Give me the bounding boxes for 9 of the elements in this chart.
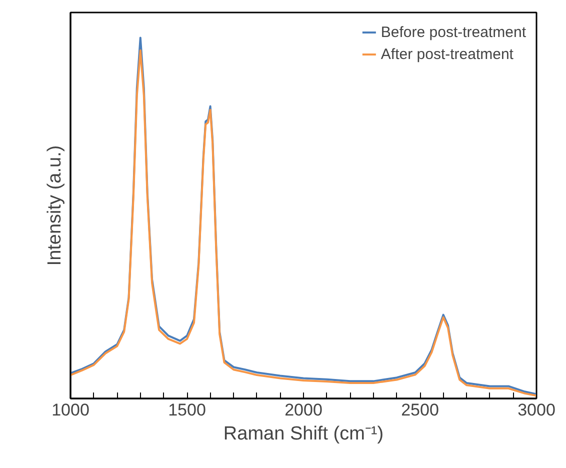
x-axis-title: Raman Shift (cm⁻¹) <box>223 424 384 444</box>
legend-label: Before post-treatment <box>380 24 526 40</box>
legend-label: After post-treatment <box>380 46 514 62</box>
y-axis-title: Intensity (a.u.) <box>44 145 66 266</box>
x-tick-label: 1000 <box>52 400 90 420</box>
x-tick-label: 1500 <box>168 400 206 420</box>
x-tick-label: 2000 <box>284 400 322 420</box>
x-tick-label: 2500 <box>401 400 439 420</box>
x-tick-label: 3000 <box>518 400 556 420</box>
